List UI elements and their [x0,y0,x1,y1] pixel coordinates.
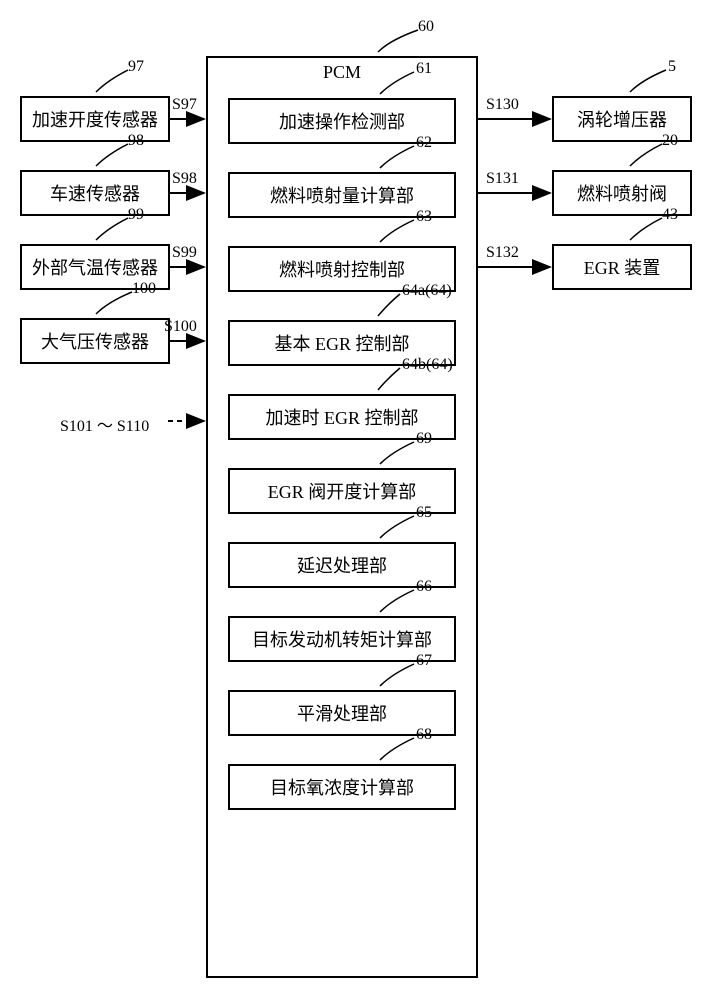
sensor-accel-label: 加速开度传感器 [32,106,158,132]
mod-oxygen-label: 目标氧浓度计算部 [270,774,414,800]
mod-fuel-calc-num: 62 [416,134,432,152]
out-egr: EGR 装置 [552,244,692,290]
mod-egr-valve-label: EGR 阀开度计算部 [268,478,417,504]
mod-torque-label: 目标发动机转矩计算部 [252,626,432,652]
sensor-press-label: 大气压传感器 [41,328,149,354]
sensor-press-num: 100 [132,280,156,298]
leader-out-0 [630,70,666,92]
mod-basic-egr-num: 64a(64) [402,282,452,300]
mod-oxygen-num: 68 [416,726,432,744]
mod-accel-egr-label: 加速时 EGR 控制部 [266,404,419,430]
mod-torque-num: 66 [416,578,432,596]
leader-pcm [378,30,418,52]
sensor-speed-num: 98 [128,132,144,150]
mod-delay-num: 65 [416,504,432,522]
leader-out-2 [630,218,662,240]
leader-in-0 [96,70,128,92]
sensor-speed: 车速传感器 [20,170,170,216]
out-inject-signal: S131 [486,170,519,188]
out-inject-label: 燃料喷射阀 [577,180,667,206]
sensor-accel: 加速开度传感器 [20,96,170,142]
sensor-temp-label: 外部气温传感器 [32,254,158,280]
out-turbo-signal: S130 [486,96,519,114]
sensor-temp-signal: S99 [172,244,197,262]
out-egr-label: EGR 装置 [584,254,661,280]
sensor-press-signal: S100 [164,318,197,336]
out-egr-num: 43 [662,206,678,224]
mod-accel-detect-num: 61 [416,60,432,78]
out-inject-num: 20 [662,132,678,150]
sensor-accel-signal: S97 [172,96,197,114]
mod-smooth-label: 平滑处理部 [297,700,387,726]
leader-in-1 [96,144,128,166]
mod-fuel-calc-label: 燃料喷射量计算部 [270,182,414,208]
out-turbo-num: 5 [668,58,676,76]
out-egr-signal: S132 [486,244,519,262]
sensor-press: 大气压传感器 [20,318,170,364]
pcm-title: PCM [208,62,476,83]
leader-out-1 [630,144,662,166]
leader-in-3 [96,292,132,314]
sensor-speed-label: 车速传感器 [50,180,140,206]
mod-smooth-num: 67 [416,652,432,670]
mod-oxygen: 目标氧浓度计算部 [228,764,456,810]
sensor-speed-signal: S98 [172,170,197,188]
mod-accel-egr-num: 64b(64) [402,356,453,374]
pcm-num: 60 [418,18,434,36]
sensor-accel-num: 97 [128,58,144,76]
sensor-temp-num: 99 [128,206,144,224]
mod-fuel-ctrl-num: 63 [416,208,432,226]
extra-signal-label: S101 ～ S110 [60,412,149,436]
mod-fuel-ctrl-label: 燃料喷射控制部 [279,256,405,282]
mod-egr-valve-num: 69 [416,430,432,448]
mod-accel-detect-label: 加速操作检测部 [279,108,405,134]
mod-delay-label: 延迟处理部 [297,552,387,578]
leader-in-2 [96,218,128,240]
out-turbo-label: 涡轮增压器 [577,106,667,132]
mod-basic-egr-label: 基本 EGR 控制部 [275,330,410,356]
